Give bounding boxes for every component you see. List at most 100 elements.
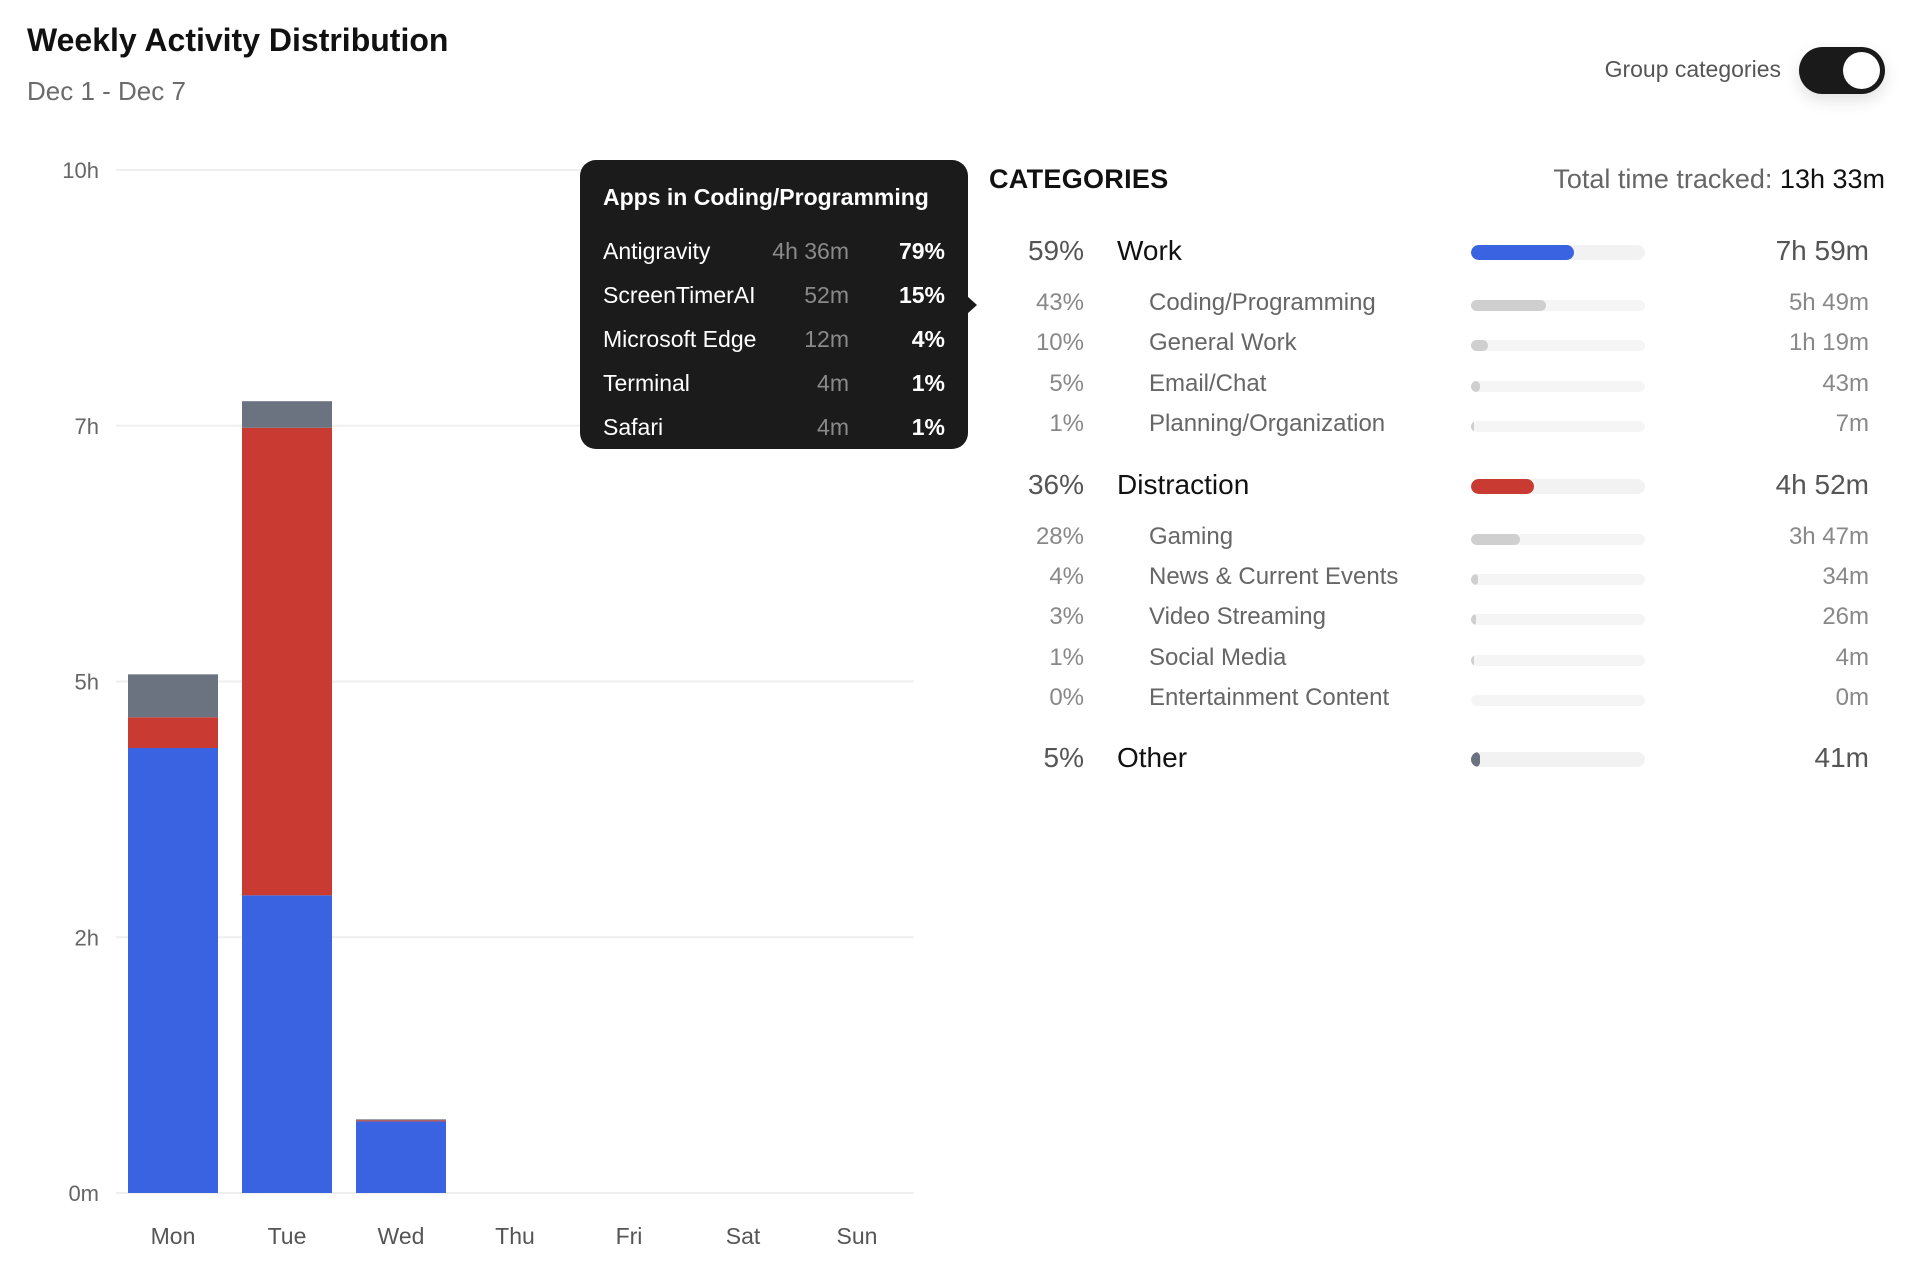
app-time: 4m: [817, 413, 849, 440]
category-progress-bar: [1471, 381, 1645, 392]
category-name: Planning/Organization: [1149, 410, 1386, 437]
category-percent: 1%: [1049, 410, 1084, 437]
category-name: Social Media: [1149, 644, 1287, 671]
app-name: ScreenTimerAI: [603, 281, 756, 308]
y-tick-label: 5h: [75, 670, 99, 695]
category-name: General Work: [1149, 329, 1297, 356]
progress-fill: [1471, 655, 1474, 666]
category-entertainment-content[interactable]: 0% Entertainment Content 0m: [989, 684, 1869, 720]
app-name: Microsoft Edge: [603, 325, 757, 352]
category-name: Other: [1117, 742, 1188, 773]
app-percent: 4%: [911, 325, 945, 352]
app-name: Safari: [603, 413, 664, 440]
tooltip-app-row: ScreenTimerAI 52m 15%: [603, 273, 945, 317]
app-time: 4h 36m: [772, 237, 849, 264]
category-percent: 0%: [1049, 684, 1084, 711]
category-progress-bar: [1471, 695, 1645, 706]
category-progress-bar: [1471, 421, 1645, 432]
category-group-distraction[interactable]: 36% Distraction 4h 52m: [989, 469, 1869, 505]
category-progress-bar: [1471, 752, 1645, 767]
progress-fill: [1471, 381, 1480, 392]
category-time: 3h 47m: [1788, 523, 1869, 550]
page-title: Weekly Activity Distribution: [27, 22, 449, 58]
category-email-chat[interactable]: 5% Email/Chat 43m: [989, 370, 1869, 406]
category-gaming[interactable]: 28% Gaming 3h 47m: [989, 523, 1869, 559]
tooltip-app-row: Terminal 4m 1%: [603, 361, 945, 405]
y-tick-label: 7h: [75, 414, 99, 439]
total-time-tracked: Total time tracked: 13h 33m: [1553, 164, 1885, 195]
app-name: Terminal: [603, 369, 690, 396]
category-progress-bar: [1471, 534, 1645, 545]
progress-fill: [1471, 752, 1480, 767]
group-categories-toggle[interactable]: [1799, 47, 1885, 94]
category-name: Email/Chat: [1149, 370, 1267, 397]
category-planning-organization[interactable]: 1% Planning/Organization 7m: [989, 410, 1869, 446]
category-time: 7m: [1835, 410, 1869, 437]
category-time: 43m: [1822, 370, 1869, 397]
bar-work-tue[interactable]: [242, 895, 332, 1193]
progress-fill: [1471, 245, 1574, 260]
category-time: 4m: [1835, 644, 1869, 671]
category-video-streaming[interactable]: 3% Video Streaming 26m: [989, 603, 1869, 639]
category-percent: 3%: [1049, 603, 1084, 630]
category-coding-programming[interactable]: 43% Coding/Programming 5h 49m: [989, 289, 1869, 325]
app-name: Antigravity: [603, 237, 711, 264]
bar-distraction-wed[interactable]: [356, 1120, 446, 1122]
x-tick-label: Sun: [837, 1223, 878, 1249]
category-percent: 28%: [1035, 523, 1084, 550]
category-time: 26m: [1822, 603, 1869, 630]
y-tick-label: 0m: [68, 1181, 99, 1206]
date-range: Dec 1 - Dec 7: [27, 76, 186, 106]
category-name: Entertainment Content: [1149, 684, 1390, 711]
x-tick-label: Wed: [378, 1223, 425, 1249]
progress-fill: [1471, 574, 1478, 585]
category-name: News & Current Events: [1149, 563, 1399, 590]
progress-fill: [1471, 340, 1489, 351]
category-progress-bar: [1471, 614, 1645, 625]
total-label: Total time tracked:: [1553, 164, 1773, 194]
category-group-work[interactable]: 59% Work 7h 59m: [989, 235, 1869, 271]
category-general-work[interactable]: 10% General Work 1h 19m: [989, 329, 1869, 365]
category-time: 5h 49m: [1788, 289, 1869, 316]
tooltip-app-row: Microsoft Edge 12m 4%: [603, 317, 945, 361]
total-value: 13h 33m: [1779, 164, 1885, 194]
category-time: 7h 59m: [1775, 235, 1869, 266]
category-progress-bar: [1471, 245, 1645, 260]
app-percent: 15%: [898, 281, 945, 308]
coding-apps-tooltip: Apps in Coding/Programming Antigravity 4h…: [580, 160, 977, 449]
category-name: Distraction: [1117, 469, 1250, 500]
category-percent: 10%: [1035, 329, 1084, 356]
category-percent: 5%: [1049, 370, 1084, 397]
x-tick-label: Thu: [495, 1223, 535, 1249]
tooltip-app-row: Safari 4m 1%: [603, 405, 945, 449]
category-news-current-events[interactable]: 4% News & Current Events 34m: [989, 563, 1869, 599]
bar-work-wed[interactable]: [356, 1121, 446, 1193]
bar-other-tue[interactable]: [242, 401, 332, 428]
category-time: 34m: [1822, 563, 1869, 590]
app-percent: 1%: [911, 369, 945, 396]
category-percent: 36%: [1027, 469, 1084, 500]
category-progress-bar: [1471, 655, 1645, 666]
app-percent: 1%: [911, 413, 945, 440]
bar-other-mon[interactable]: [128, 674, 218, 718]
category-percent: 4%: [1049, 563, 1084, 590]
progress-fill: [1471, 421, 1474, 432]
bar-other-wed[interactable]: [356, 1119, 446, 1121]
category-percent: 1%: [1049, 644, 1084, 671]
category-group-other[interactable]: 5% Other 41m: [989, 742, 1869, 778]
x-tick-label: Sat: [726, 1223, 761, 1249]
tooltip-app-row: Antigravity 4h 36m 79%: [603, 229, 945, 273]
category-percent: 43%: [1035, 289, 1084, 316]
category-progress-bar: [1471, 340, 1645, 351]
bar-work-mon[interactable]: [128, 747, 218, 1193]
app-percent: 79%: [898, 237, 945, 264]
category-social-media[interactable]: 1% Social Media 4m: [989, 644, 1869, 680]
bar-distraction-mon[interactable]: [128, 717, 218, 748]
category-time: 1h 19m: [1788, 329, 1869, 356]
y-tick-label: 2h: [75, 925, 99, 950]
bar-distraction-tue[interactable]: [242, 427, 332, 896]
tooltip-title: Apps in Coding/Programming: [603, 184, 929, 210]
category-name: Coding/Programming: [1149, 289, 1376, 316]
progress-fill: [1471, 534, 1520, 545]
category-percent: 59%: [1027, 235, 1084, 266]
